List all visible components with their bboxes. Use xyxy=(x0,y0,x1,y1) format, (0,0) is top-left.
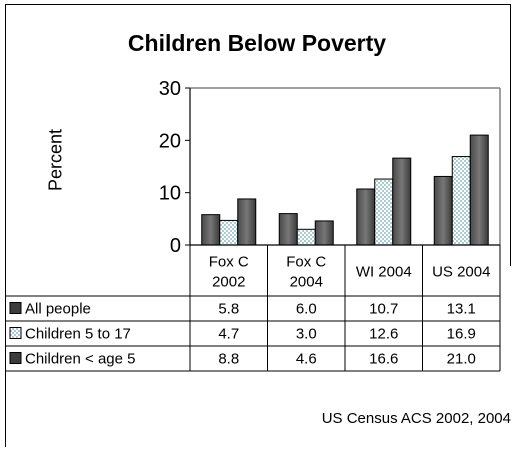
frame-left xyxy=(5,4,6,447)
legend-label: Children 5 to 17 xyxy=(25,326,131,343)
bar-2 xyxy=(374,178,394,246)
chart-title: Children Below Poverty xyxy=(127,30,387,56)
y-tick-label: 20 xyxy=(159,130,181,152)
source-footnote: US Census ACS 2002, 2004 xyxy=(321,410,511,427)
legend-label: Children < age 5 xyxy=(25,351,136,368)
data-value-label: 6.0 xyxy=(296,301,317,318)
data-value-label: 13.1 xyxy=(447,301,476,318)
bar-1 xyxy=(201,214,221,246)
data-value-label: 4.6 xyxy=(296,351,317,368)
y-tick-label: 10 xyxy=(159,183,181,205)
bar-1 xyxy=(433,175,453,246)
data-value-label: 3.0 xyxy=(296,326,317,343)
bar-3 xyxy=(392,157,412,246)
data-value-label: 8.8 xyxy=(218,351,239,368)
y-tick-label: 0 xyxy=(170,235,181,257)
legend-key-3 xyxy=(9,352,22,364)
category-label: WI 2004 xyxy=(356,264,412,281)
bar-3 xyxy=(469,134,489,246)
data-value-label: 21.0 xyxy=(447,351,476,368)
data-value-label: 5.8 xyxy=(218,301,239,318)
category-label: 2002 xyxy=(212,274,245,291)
legend-key-2 xyxy=(9,327,22,339)
legend-label: All people xyxy=(25,301,91,318)
bar-3 xyxy=(237,198,257,246)
data-value-label: 4.7 xyxy=(218,326,239,343)
data-value-label: 16.6 xyxy=(369,351,398,368)
category-label: Fox C xyxy=(286,254,326,271)
bar-2 xyxy=(296,228,316,246)
bar-2 xyxy=(451,156,471,246)
category-label: Fox C xyxy=(209,254,249,271)
category-label: 2004 xyxy=(290,274,323,291)
legend-key-1 xyxy=(9,302,22,314)
bar-2 xyxy=(219,219,239,246)
data-value-label: 16.9 xyxy=(447,326,476,343)
frame-right xyxy=(510,4,511,266)
bar-3 xyxy=(314,220,334,246)
category-label: US 2004 xyxy=(432,264,490,281)
y-tick-label: 30 xyxy=(159,78,181,100)
data-value-label: 12.6 xyxy=(369,326,398,343)
bar-1 xyxy=(278,213,298,246)
data-value-label: 10.7 xyxy=(369,301,398,318)
frame-top xyxy=(5,4,511,5)
bar-1 xyxy=(356,188,376,246)
